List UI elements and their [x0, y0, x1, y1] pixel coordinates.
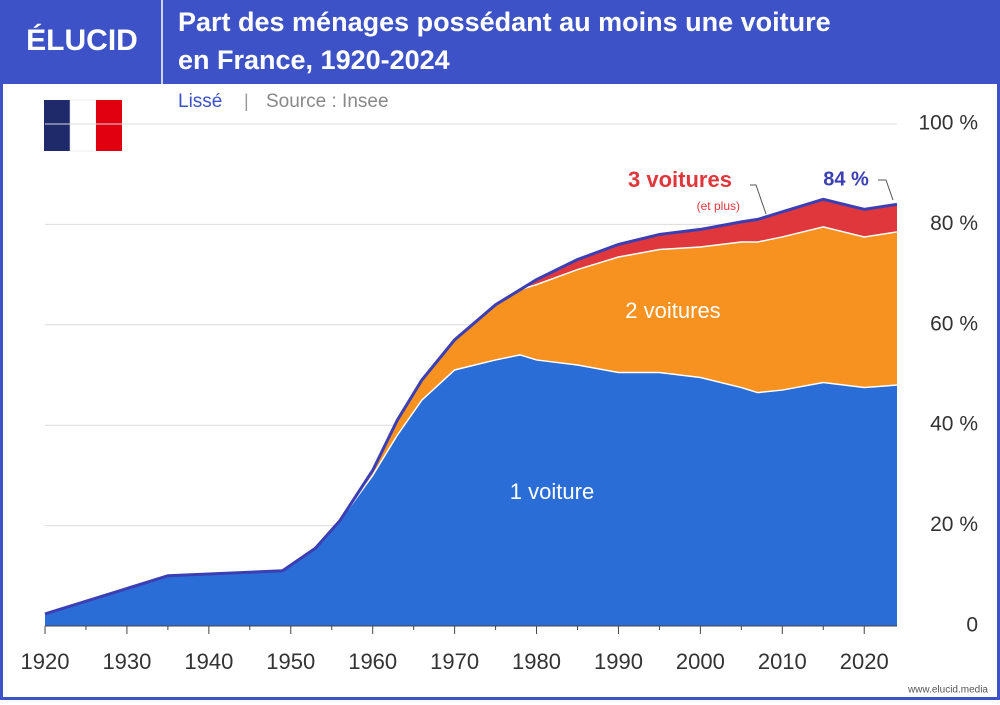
- y-tick-label: 0: [966, 614, 978, 637]
- separator: |: [244, 91, 249, 111]
- x-tick-label: 1960: [348, 649, 397, 674]
- leader: [878, 179, 894, 201]
- y-tick-label: 40 %: [930, 413, 978, 436]
- x-tick-label: 2020: [840, 649, 889, 674]
- subtitle: Lissé: [178, 91, 222, 112]
- series-label: 1 voiture: [510, 479, 594, 504]
- header: [0, 0, 1000, 84]
- y-tick-label: 60 %: [930, 312, 978, 335]
- series-label: 3 voitures: [628, 167, 732, 192]
- x-tick-label: 1930: [102, 649, 151, 674]
- x-tick-label: 2010: [758, 649, 807, 674]
- leader: [750, 184, 767, 215]
- logo: ÉLUCID: [26, 23, 138, 57]
- footer: www.elucid.media: [907, 685, 988, 696]
- x-tick-label: 1970: [430, 649, 479, 674]
- annotation: (et plus): [697, 199, 740, 213]
- source: Source : Insee: [266, 91, 389, 112]
- x-tick-label: 1980: [512, 649, 561, 674]
- chart-title: Part des ménages possédant au moins une …: [178, 7, 831, 37]
- x-tick-label: 2000: [676, 649, 725, 674]
- y-tick-label: 20 %: [930, 513, 978, 536]
- area: [45, 354, 897, 626]
- x-tick-label: 1920: [21, 649, 70, 674]
- flag: [44, 99, 122, 152]
- x-tick-label: 1950: [266, 649, 315, 674]
- annotation: 84 %: [823, 168, 869, 190]
- y-tick-label: 80 %: [930, 212, 978, 235]
- series-label: 2 voitures: [625, 298, 720, 323]
- outline: [44, 197, 898, 616]
- chart-title: en France, 1920-2024: [178, 45, 450, 75]
- area: [45, 226, 897, 614]
- y-tick-label: 100 %: [918, 112, 978, 135]
- x-tick-label: 1990: [594, 649, 643, 674]
- x-tick-label: 1940: [184, 649, 233, 674]
